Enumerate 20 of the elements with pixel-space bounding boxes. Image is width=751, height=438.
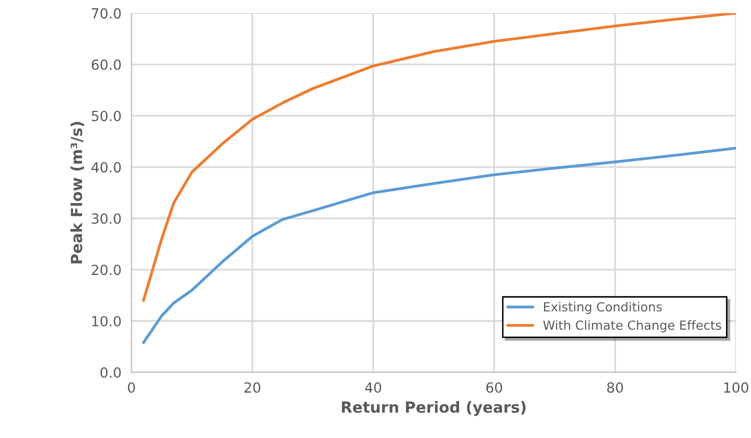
x-tick-label: 40 (365, 382, 382, 393)
x-axis-title: Return Period (years) (342, 401, 526, 416)
x-tick-label: 80 (607, 382, 623, 393)
line-series (142, 146, 736, 344)
x-tick-label: 0 (128, 382, 135, 393)
y-tick-label: 50.0 (92, 110, 121, 122)
line-series (142, 13, 736, 302)
y-tick-label: 40.0 (91, 162, 121, 173)
x-tick-label: 100 (724, 382, 748, 393)
y-tick-label: 70.0 (92, 8, 121, 19)
y-tick-label: 0.0 (100, 367, 121, 378)
y-tick-label: 30.0 (92, 213, 121, 224)
x-tick-label: 60 (486, 382, 502, 393)
y-tick-label: 10.0 (92, 316, 121, 326)
y-tick-label: 60.0 (92, 59, 121, 70)
y-tick-label: 20.0 (92, 264, 121, 276)
legend-label: Existing Conditions (544, 302, 662, 314)
legend-label: With Climate Change Effects (543, 320, 722, 332)
y-axis-title: Peak Flow (m³/s) (70, 122, 84, 264)
x-tick-label: 20 (244, 382, 260, 393)
